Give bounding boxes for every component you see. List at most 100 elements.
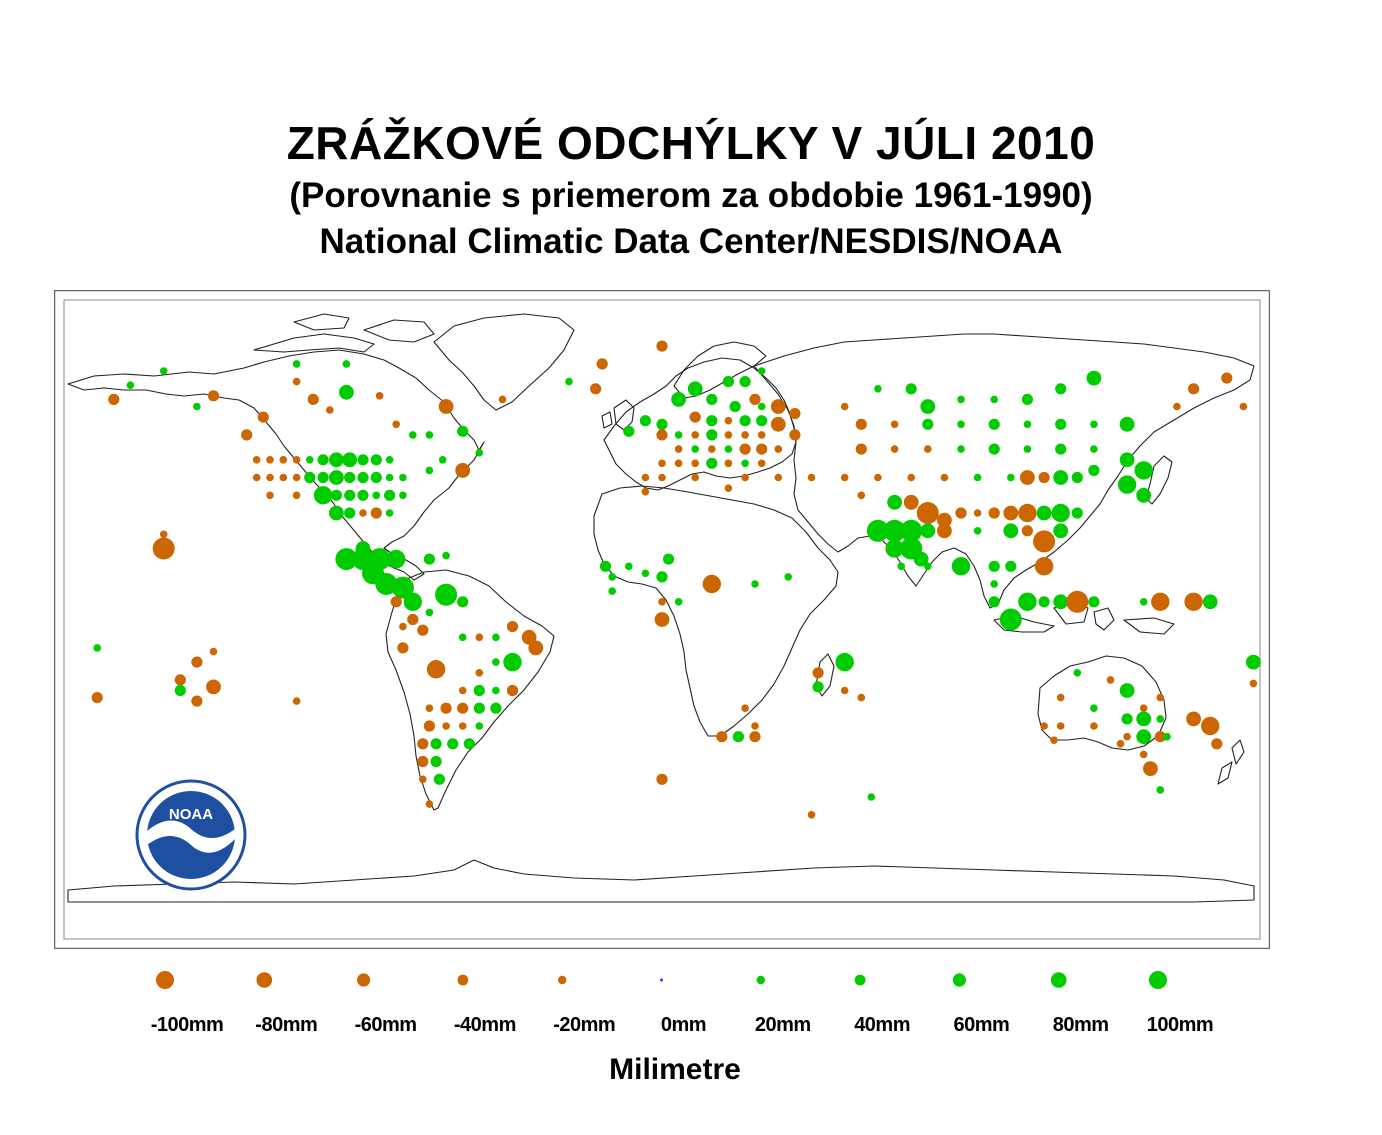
station-marker <box>159 530 168 539</box>
station-marker <box>1090 420 1098 429</box>
station-marker <box>920 399 936 414</box>
station-marker <box>440 702 452 714</box>
station-marker <box>292 456 301 464</box>
station-marker <box>252 473 261 482</box>
station-marker <box>957 395 965 404</box>
station-marker <box>1007 473 1015 482</box>
station-marker <box>920 523 936 539</box>
station-marker <box>1040 722 1048 730</box>
station-marker <box>426 660 446 679</box>
station-marker <box>207 390 220 402</box>
station-marker <box>241 429 253 441</box>
station-marker <box>940 473 949 482</box>
station-marker <box>1050 736 1058 744</box>
station-marker <box>357 489 369 501</box>
station-marker <box>498 395 507 404</box>
station-marker <box>457 425 469 437</box>
station-marker <box>417 755 429 768</box>
station-marker <box>329 505 344 521</box>
station-marker <box>159 367 168 375</box>
station-marker <box>922 418 934 430</box>
station-marker <box>741 431 749 439</box>
station-marker <box>108 393 120 405</box>
station-marker <box>313 486 333 505</box>
station-marker <box>174 674 186 686</box>
land-north-america <box>67 349 485 581</box>
station-marker <box>924 562 932 571</box>
station-marker <box>883 519 906 542</box>
station-marker <box>687 381 703 397</box>
station-marker <box>1056 722 1065 730</box>
legend-marker <box>952 973 967 987</box>
station-marker <box>835 652 854 672</box>
station-marker <box>757 402 766 411</box>
station-marker <box>1249 679 1258 688</box>
station-marker <box>955 507 967 519</box>
station-marker <box>885 539 904 558</box>
legend-label: 20mm <box>754 1014 811 1036</box>
station-marker <box>689 411 701 423</box>
station-marker <box>857 693 866 702</box>
station-marker <box>126 381 135 389</box>
station-marker <box>1163 732 1171 741</box>
legend-label: -100mm <box>150 1014 224 1036</box>
station-marker <box>706 415 718 427</box>
station-marker <box>1038 596 1050 608</box>
station-marker <box>988 418 1000 430</box>
station-marker <box>357 454 369 466</box>
station-marker <box>789 429 801 441</box>
station-marker <box>623 425 635 437</box>
station-marker <box>1023 420 1032 429</box>
station-marker <box>770 416 786 432</box>
station-marker <box>691 431 699 439</box>
station-marker <box>503 652 522 672</box>
station-marker <box>756 415 768 427</box>
station-marker <box>1201 716 1220 736</box>
station-marker <box>722 376 735 388</box>
station-marker <box>789 408 801 420</box>
station-marker <box>447 738 459 750</box>
legend-label: 60mm <box>953 1014 1010 1036</box>
station-marker <box>1090 722 1098 730</box>
station-marker <box>840 686 849 695</box>
station-marker <box>729 400 741 413</box>
station-marker <box>1154 731 1166 743</box>
station-marker <box>1036 505 1052 521</box>
station-marker <box>1053 523 1069 539</box>
station-marker <box>1106 676 1115 684</box>
station-marker <box>473 702 485 714</box>
station-marker <box>473 684 485 697</box>
station-marker <box>375 573 398 595</box>
station-marker <box>425 704 434 712</box>
station-marker <box>399 622 407 631</box>
station-marker <box>430 755 442 768</box>
station-marker <box>784 573 792 581</box>
station-marker <box>457 702 469 714</box>
station-marker <box>565 377 573 386</box>
station-marker <box>706 429 718 441</box>
station-marker <box>506 621 519 633</box>
station-marker <box>528 640 544 656</box>
station-marker <box>475 633 484 642</box>
station-marker <box>751 580 759 588</box>
station-marker <box>724 484 733 492</box>
station-marker <box>191 695 203 707</box>
station-marker <box>656 418 668 430</box>
station-marker <box>1021 525 1033 537</box>
station-marker <box>93 644 101 652</box>
station-marker <box>1136 711 1152 727</box>
legend-label: -60mm <box>354 1014 417 1036</box>
station-marker <box>658 459 666 468</box>
station-marker <box>399 491 407 500</box>
station-marker <box>1221 372 1233 384</box>
station-marker <box>857 491 866 500</box>
station-marker <box>866 519 889 542</box>
station-marker <box>840 473 849 482</box>
station-marker <box>905 383 917 395</box>
world-map-canvas: NOAA <box>54 290 1270 949</box>
station-marker <box>937 523 952 539</box>
station-marker <box>702 574 721 594</box>
station-marker <box>1188 383 1200 395</box>
legend: -100mm -80mm -60mm -40mm -20mm 0mm 20mm 40mm 60m… <box>0 958 1382 1048</box>
station-marker <box>438 399 454 414</box>
